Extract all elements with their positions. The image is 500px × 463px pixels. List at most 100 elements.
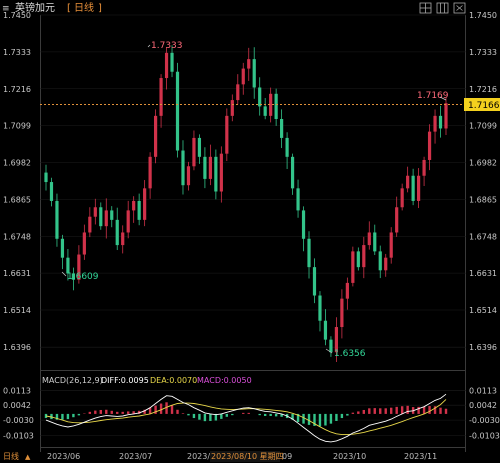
macd-lines xyxy=(45,393,447,443)
crosshair-icon[interactable] xyxy=(419,2,432,14)
candle-body xyxy=(44,172,48,183)
price-tick-left: 1.6982 xyxy=(3,159,31,168)
price-tick-right: 1.7099 xyxy=(469,122,497,131)
candle-body xyxy=(137,200,141,220)
price-tick-right: 1.6982 xyxy=(469,159,497,168)
price-tick-left: 1.7099 xyxy=(3,122,31,131)
date-label-1: 2023/06 xyxy=(47,452,80,461)
candle-body xyxy=(225,115,229,154)
dea-line xyxy=(45,399,447,436)
candle-body xyxy=(77,254,81,280)
candle-body xyxy=(329,339,333,353)
candle-body xyxy=(351,251,355,283)
candle-body xyxy=(269,93,273,116)
diff-line xyxy=(45,393,447,443)
scroll-left-icon[interactable]: ▲ xyxy=(25,453,31,461)
candle-body xyxy=(417,175,421,201)
candle-body xyxy=(395,207,399,233)
macd-axis: 0.0113 0.0113 0.0042 0.0042 -0.0030 -0.0030 -0… xyxy=(3,386,500,440)
candle-body xyxy=(389,232,393,258)
recent-high-pointer xyxy=(439,96,447,101)
candle-body xyxy=(285,137,289,157)
price-tick-right: 1.6631 xyxy=(469,269,497,278)
macd-tick-left: 0.0042 xyxy=(3,401,31,410)
candle-body xyxy=(71,273,75,280)
low-pointer-1 xyxy=(61,271,67,277)
candle-body xyxy=(192,137,196,167)
cursor-date-label: 2023/08/10 星期四 xyxy=(211,452,284,461)
price-tick-right: 1.6748 xyxy=(469,232,497,241)
candle-body xyxy=(345,282,349,299)
low-annotation-1: 1.6609 xyxy=(67,272,99,282)
candle-body xyxy=(93,207,97,217)
candle-body xyxy=(143,188,147,220)
macd-macd-value: MACD:0.0050 xyxy=(197,376,252,385)
macd-tick-left: -0.0103 xyxy=(3,431,34,440)
close-icon[interactable] xyxy=(453,2,466,14)
price-tick-left: 1.6865 xyxy=(3,195,31,204)
period-label[interactable]: 日线 xyxy=(74,1,94,14)
candle-body xyxy=(99,207,103,227)
price-tick-right: 1.6396 xyxy=(469,343,497,352)
candle-body xyxy=(312,267,317,296)
candle-body xyxy=(121,232,125,246)
candlesticks xyxy=(44,45,448,362)
price-tick-right: 1.7450 xyxy=(469,11,497,20)
recent-high-annotation: 1.7169 xyxy=(417,91,449,101)
candle-body xyxy=(197,137,202,157)
candle-body xyxy=(384,257,388,271)
menu-icon[interactable]: ≡ xyxy=(2,4,10,14)
candle-body xyxy=(406,175,410,189)
candle-body xyxy=(427,131,432,160)
date-label-5: 2023/10 xyxy=(333,452,366,461)
candle-body xyxy=(219,153,223,192)
candle-body xyxy=(433,115,437,132)
candle-body xyxy=(318,295,322,321)
candle-body xyxy=(274,93,278,120)
price-tick-left: 1.6396 xyxy=(3,343,31,352)
candle-body xyxy=(214,156,218,192)
candle-body xyxy=(422,159,426,176)
candle-body xyxy=(104,210,108,227)
macd-diff-value: DIFF:0.0095 xyxy=(101,376,149,385)
candle-body xyxy=(296,188,300,211)
macd-tick-left: 0.0113 xyxy=(3,386,31,395)
date-label-4: 09 xyxy=(282,452,292,461)
period-bracket-right: ] xyxy=(98,3,102,14)
period-bracket-left: [ xyxy=(67,3,71,14)
candle-body xyxy=(247,59,251,69)
timeframe-label[interactable]: 日线 xyxy=(3,451,19,461)
high-pointer-1 xyxy=(147,44,151,48)
price-tick-left: 1.7333 xyxy=(3,48,31,57)
candle-body xyxy=(438,115,443,129)
low-annotation-2: 1.6356 xyxy=(334,349,366,359)
macd-tick-right: -0.0103 xyxy=(469,431,500,440)
price-tick-left: 1.7216 xyxy=(3,85,31,94)
candle-body xyxy=(362,245,366,268)
candle-body xyxy=(263,106,267,116)
candle-body xyxy=(378,251,382,271)
candle-body xyxy=(334,327,339,353)
price-tick-left: 1.6748 xyxy=(3,232,31,241)
candle-body xyxy=(301,210,306,239)
candle-body xyxy=(175,71,180,151)
price-tick-right: 1.7216 xyxy=(469,85,497,94)
date-label-6: 2023/11 xyxy=(404,452,437,461)
candle-body xyxy=(280,119,284,138)
cursor-date-bg xyxy=(210,451,280,462)
candle-body xyxy=(373,232,377,252)
candle-body xyxy=(60,238,65,258)
candle-body xyxy=(148,156,152,189)
candle-body xyxy=(181,150,185,186)
price-tick-right: 1.6865 xyxy=(469,195,497,204)
grid-icon[interactable] xyxy=(436,2,449,14)
candle-body xyxy=(290,156,295,189)
macd-dea-value: DEA:0.0070 xyxy=(150,376,197,385)
date-label-2: 2023/07 xyxy=(119,452,152,461)
candle-body xyxy=(55,200,59,239)
candle-body xyxy=(186,166,191,186)
candle-body xyxy=(82,232,86,255)
price-tick-left: 1.7450 xyxy=(3,11,31,20)
macd-tick-right: 0.0113 xyxy=(469,386,497,395)
